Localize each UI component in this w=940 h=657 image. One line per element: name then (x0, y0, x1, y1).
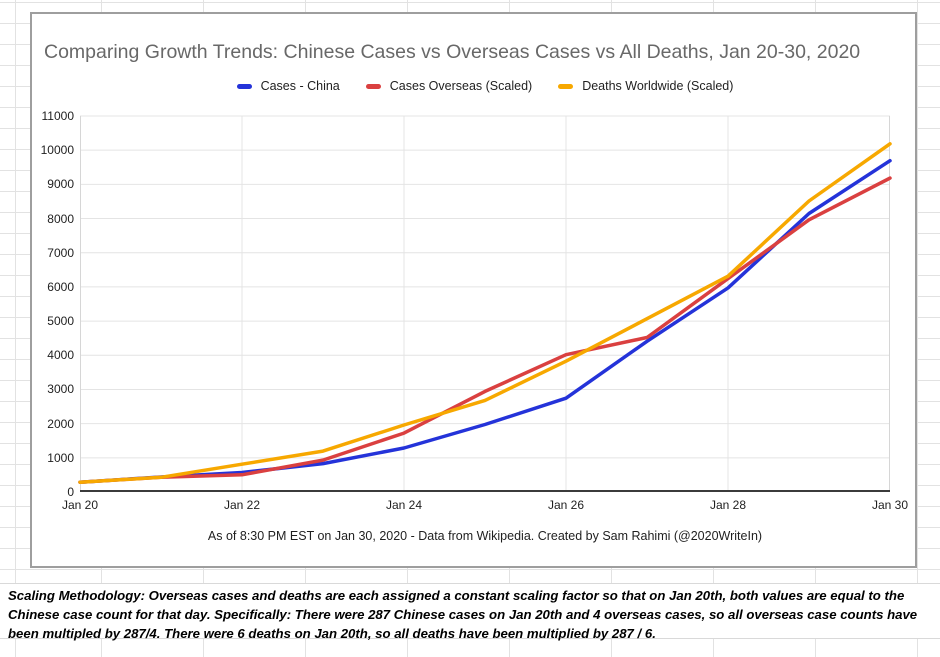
legend-item-deaths-worldwide: Deaths Worldwide (Scaled) (558, 79, 733, 93)
y-tick-label: 6000 (47, 279, 74, 294)
y-tick-label: 11000 (41, 109, 74, 123)
y-tick-label: 0 (67, 485, 74, 499)
chart-caption: As of 8:30 PM EST on Jan 30, 2020 - Data… (207, 529, 763, 543)
methodology-line-2: Chinese case count for that day. Specifi… (8, 607, 918, 622)
y-tick-label: 10000 (40, 143, 74, 158)
y-tick-label: 4000 (47, 348, 74, 363)
methodology-note: Scaling Methodology: Overseas cases and … (0, 583, 940, 641)
plot-area: 0 1000 2000 3000 4000 5000 6000 7000 8000 9000 100… (41, 109, 908, 512)
y-tick-label: 3000 (47, 382, 74, 397)
legend-swatch-orange (558, 83, 574, 89)
y-tick-label: 5000 (47, 314, 74, 329)
methodology-line-1: Scaling Methodology: Overseas cases and … (8, 588, 905, 603)
y-tick-label: 7000 (47, 245, 74, 260)
x-tick-label: Jan 28 (709, 498, 747, 512)
legend-label: Cases Overseas (Scaled) (389, 79, 533, 93)
legend-label: Deaths Worldwide (Scaled) (582, 79, 734, 93)
chart-panel[interactable]: Comparing Growth Trends: Chinese Cases v… (30, 12, 917, 568)
legend-item-cases-overseas: Cases Overseas (Scaled) (365, 79, 533, 93)
x-tick-label: Jan 22 (223, 498, 261, 512)
methodology-line-3: been multipled by 287/4. There were 6 de… (8, 626, 656, 641)
x-tick-label: Jan 26 (547, 498, 585, 512)
spreadsheet-column-line (15, 0, 16, 657)
legend-item-cases-china: Cases - China (236, 79, 340, 93)
y-tick-label: 1000 (47, 450, 74, 465)
legend-swatch-red (365, 83, 381, 89)
y-tick-label: 8000 (47, 211, 74, 226)
x-tick-label: Jan 20 (61, 498, 99, 512)
y-tick-label: 9000 (47, 177, 74, 192)
chart-title: Comparing Growth Trends: Chinese Cases v… (44, 41, 861, 63)
line-chart (78, 115, 892, 492)
y-tick-label: 2000 (47, 416, 74, 431)
legend-label: Cases - China (260, 79, 340, 93)
x-tick-label: Jan 24 (385, 498, 423, 512)
x-tick-label: Jan 30 (871, 498, 909, 512)
chart-legend: Cases - China Cases Overseas (Scaled) De… (80, 76, 890, 96)
legend-swatch-blue (236, 83, 252, 89)
